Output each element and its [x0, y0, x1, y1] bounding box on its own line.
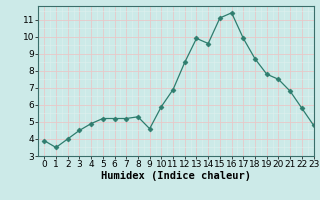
X-axis label: Humidex (Indice chaleur): Humidex (Indice chaleur): [101, 171, 251, 181]
